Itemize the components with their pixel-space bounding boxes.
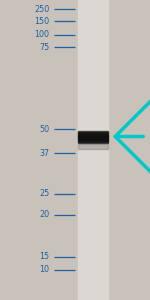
Text: 25: 25 (39, 189, 50, 198)
Text: 20: 20 (39, 210, 50, 219)
Bar (78, 137, 108, 139)
Bar (78, 136, 108, 137)
Bar (78, 140, 108, 142)
Bar (78, 134, 108, 136)
Text: 10: 10 (39, 266, 50, 274)
Bar (78, 144, 108, 149)
Bar (78, 139, 108, 140)
Bar (78, 130, 108, 131)
Text: 37: 37 (39, 148, 50, 158)
Text: 50: 50 (39, 124, 50, 134)
Bar (78, 133, 108, 134)
Text: 15: 15 (39, 252, 50, 261)
Bar (78, 131, 108, 133)
Text: 75: 75 (39, 43, 50, 52)
Text: 100: 100 (34, 30, 50, 39)
Text: 250: 250 (34, 4, 50, 14)
Bar (78, 0, 108, 300)
Text: 150: 150 (34, 16, 50, 26)
